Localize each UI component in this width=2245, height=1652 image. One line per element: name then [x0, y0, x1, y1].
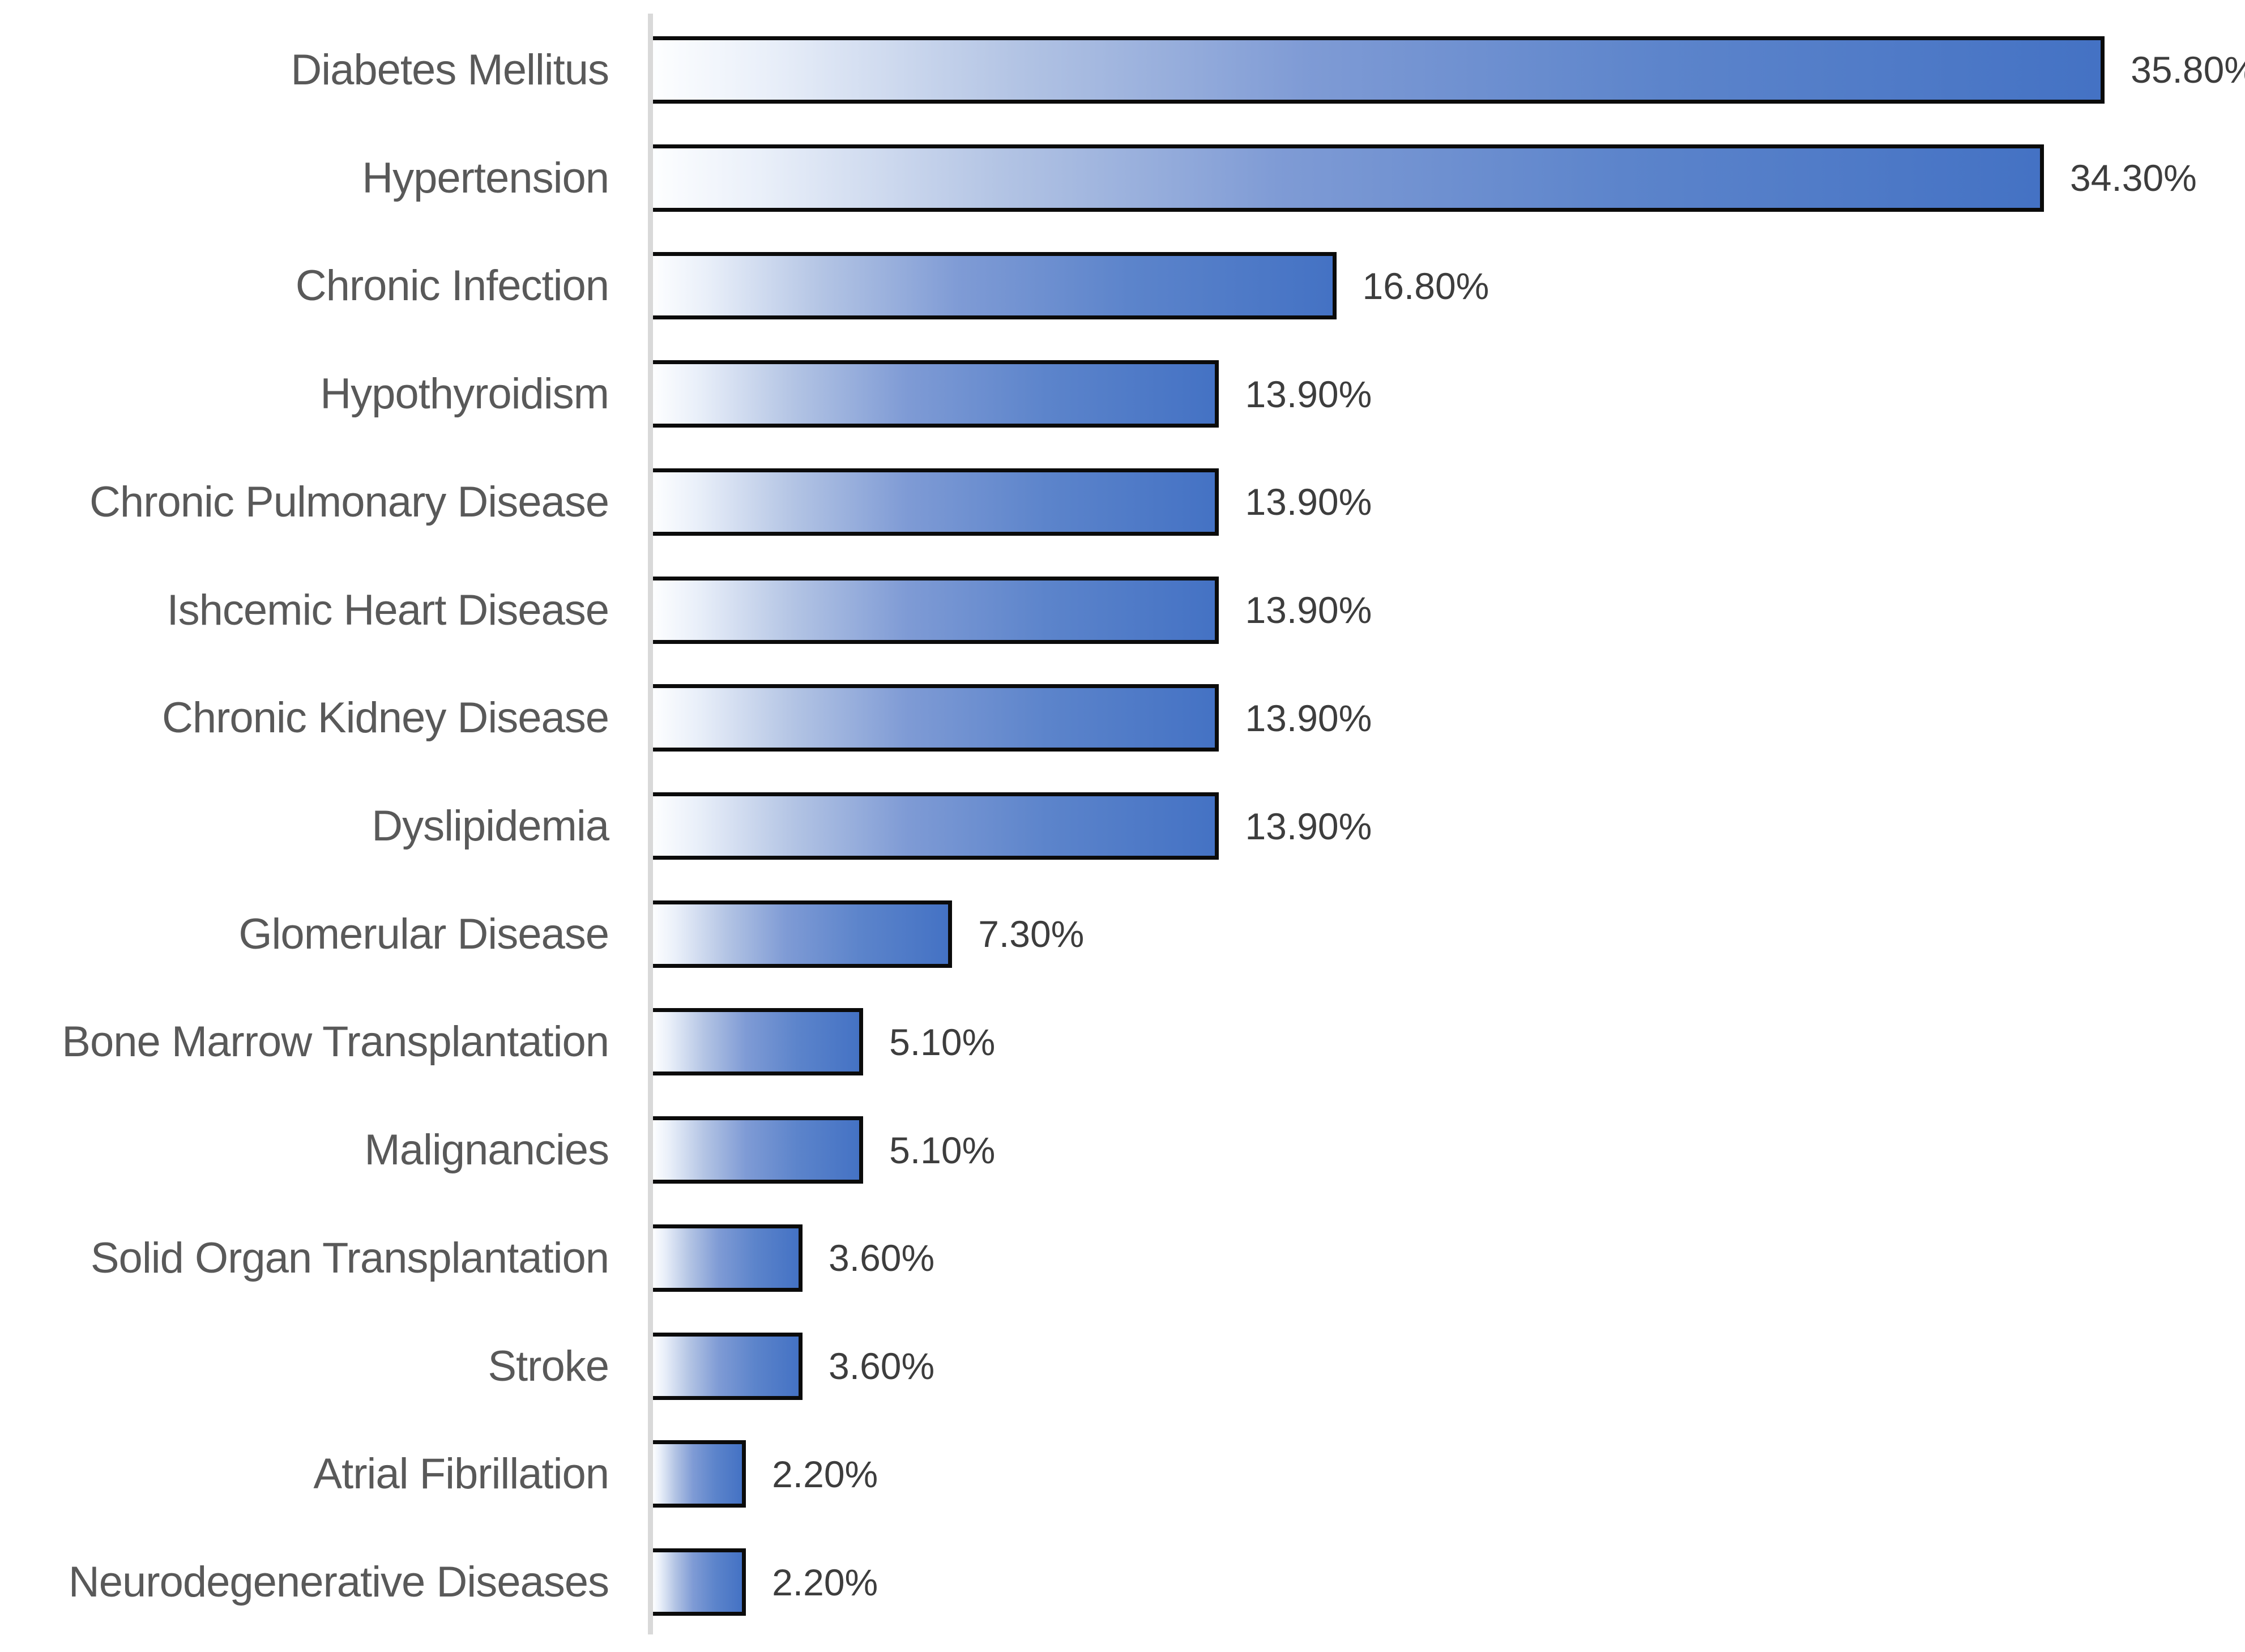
- bar: [653, 1548, 746, 1616]
- value-label: 7.30%: [978, 913, 1085, 955]
- value-label: 3.60%: [829, 1345, 935, 1388]
- category-label: Chronic Pulmonary Disease: [89, 477, 609, 526]
- chart-row: Hypertension 34.30%: [0, 124, 2245, 232]
- plot-area: 13.90%: [653, 556, 2245, 664]
- chart-row: Malignancies 5.10%: [0, 1096, 2245, 1204]
- chart-row: Chronic Infection 16.80%: [0, 232, 2245, 340]
- bar: [653, 144, 2045, 212]
- category-label: Neurodegenerative Diseases: [68, 1558, 609, 1607]
- chart-row: Glomerular Disease 7.30%: [0, 880, 2245, 988]
- chart-row: Ishcemic Heart Disease 13.90%: [0, 556, 2245, 664]
- value-label: 2.20%: [772, 1561, 878, 1603]
- plot-area: 35.80%: [653, 16, 2245, 124]
- bar: [653, 576, 1219, 644]
- bar: [653, 1440, 746, 1508]
- category-label: Ishcemic Heart Disease: [167, 586, 610, 634]
- plot-area: 13.90%: [653, 664, 2245, 772]
- chart-row: Bone Marrow Transplantation 5.10%: [0, 988, 2245, 1096]
- value-label: 13.90%: [1245, 589, 1372, 631]
- chart-row: Chronic Kidney Disease 13.90%: [0, 664, 2245, 772]
- bar: [653, 1224, 803, 1292]
- bar: [653, 684, 1219, 752]
- category-label: Chronic Kidney Disease: [161, 694, 609, 742]
- bar: [653, 1008, 864, 1076]
- chart-row: Dyslipidemia 13.90%: [0, 772, 2245, 880]
- chart-rows: Diabetes Mellitus 35.80% Hypertension 34…: [0, 16, 2245, 1636]
- category-label: Hypertension: [362, 153, 609, 202]
- bar: [653, 36, 2105, 104]
- value-label: 2.20%: [772, 1453, 878, 1495]
- value-label: 16.80%: [1362, 264, 1489, 307]
- value-label: 13.90%: [1245, 481, 1372, 523]
- plot-area: 13.90%: [653, 340, 2245, 448]
- value-label: 34.30%: [2070, 157, 2197, 199]
- plot-area: 5.10%: [653, 1096, 2245, 1204]
- plot-area: 7.30%: [653, 880, 2245, 988]
- category-label: Bone Marrow Transplantation: [62, 1018, 609, 1066]
- chart-row: Stroke 3.60%: [0, 1312, 2245, 1420]
- category-axis-line: [648, 14, 653, 1634]
- bar: [653, 900, 953, 968]
- category-label: Dyslipidemia: [372, 802, 609, 850]
- plot-area: 2.20%: [653, 1420, 2245, 1529]
- category-label: Atrial Fibrillation: [313, 1450, 609, 1499]
- value-label: 3.60%: [829, 1237, 935, 1279]
- value-label: 13.90%: [1245, 805, 1372, 847]
- plot-area: 5.10%: [653, 988, 2245, 1096]
- bar: [653, 360, 1219, 428]
- value-label: 5.10%: [889, 1129, 996, 1171]
- chart-row: Neurodegenerative Diseases 2.20%: [0, 1528, 2245, 1636]
- plot-area: 34.30%: [653, 124, 2245, 232]
- value-label: 5.10%: [889, 1021, 996, 1063]
- category-label: Diabetes Mellitus: [291, 45, 609, 94]
- category-label: Stroke: [488, 1342, 609, 1390]
- category-label: Hypothyroidism: [320, 370, 609, 419]
- plot-area: 13.90%: [653, 772, 2245, 880]
- value-label: 35.80%: [2131, 49, 2245, 91]
- category-label: Solid Organ Transplantation: [90, 1233, 609, 1282]
- bar: [653, 792, 1219, 860]
- plot-area: 13.90%: [653, 448, 2245, 556]
- bar: [653, 1116, 864, 1184]
- value-label: 13.90%: [1245, 373, 1372, 415]
- value-label: 13.90%: [1245, 697, 1372, 739]
- chart-row: Hypothyroidism 13.90%: [0, 340, 2245, 448]
- category-label: Chronic Infection: [295, 262, 609, 310]
- chart-row: Diabetes Mellitus 35.80%: [0, 16, 2245, 124]
- category-label: Malignancies: [364, 1126, 609, 1175]
- chart-row: Solid Organ Transplantation 3.60%: [0, 1204, 2245, 1312]
- plot-area: 2.20%: [653, 1528, 2245, 1636]
- chart-row: Atrial Fibrillation 2.20%: [0, 1420, 2245, 1529]
- chart-row: Chronic Pulmonary Disease 13.90%: [0, 448, 2245, 556]
- bar: [653, 252, 1337, 320]
- category-label: Glomerular Disease: [238, 910, 609, 958]
- bar: [653, 1332, 803, 1400]
- plot-area: 3.60%: [653, 1312, 2245, 1420]
- bar: [653, 468, 1219, 536]
- plot-area: 16.80%: [653, 232, 2245, 340]
- plot-area: 3.60%: [653, 1204, 2245, 1312]
